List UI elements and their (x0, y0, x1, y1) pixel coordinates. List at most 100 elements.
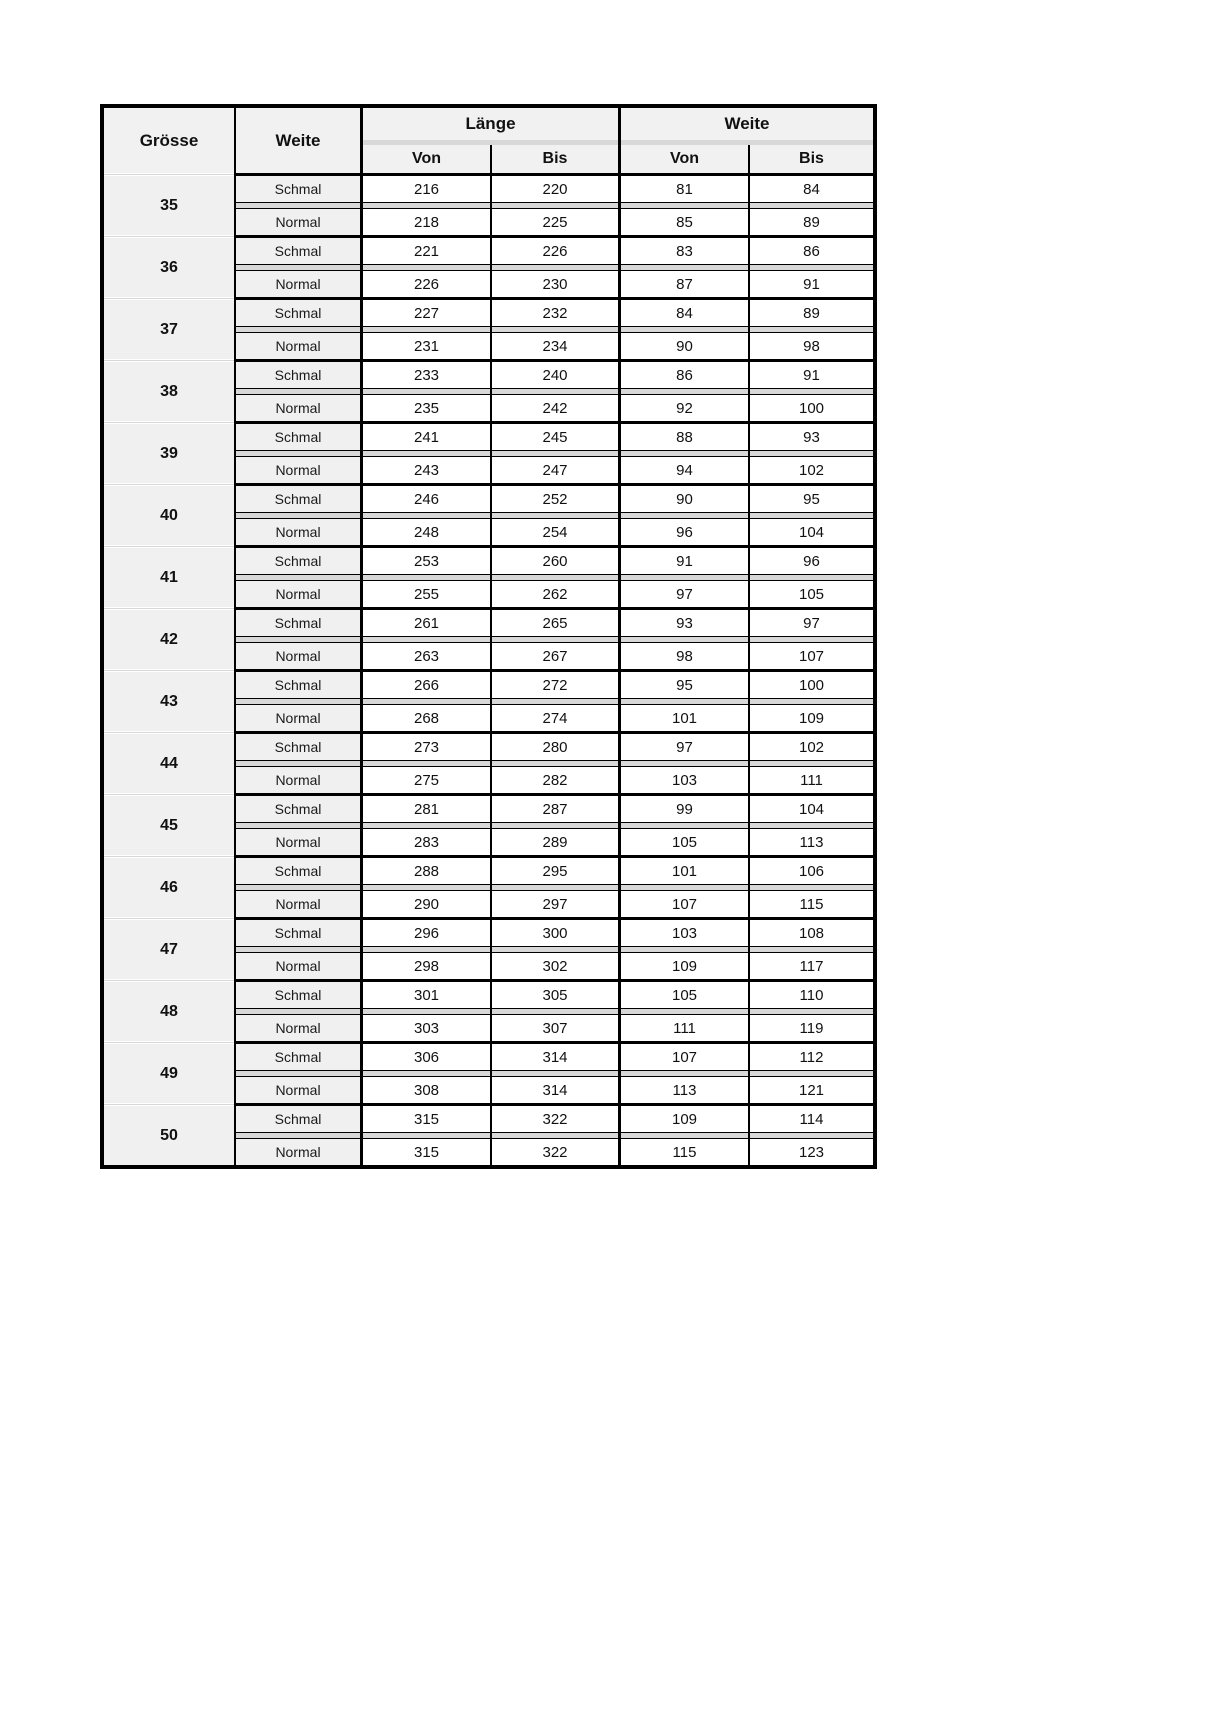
table-row-schmal: 35 Schmal 216 220 81 84 (104, 176, 873, 235)
width-type-cell: Schmal (234, 672, 360, 699)
width-type-cell: Schmal (234, 176, 360, 203)
value-cell: 109 (618, 1106, 748, 1133)
group-separator (104, 731, 873, 734)
value-cell: 307 (490, 1014, 618, 1041)
value-cell: 288 (360, 858, 490, 885)
group-separator (104, 607, 873, 610)
table-row-schmal: 47 Schmal 296 300 103 108 (104, 920, 873, 979)
width-type-cell: Normal (234, 642, 360, 669)
value-cell: 246 (360, 486, 490, 513)
width-type-cell: Schmal (234, 1044, 360, 1071)
size-cell: 40 (104, 486, 234, 545)
value-cell: 111 (618, 1014, 748, 1041)
value-cell: 103 (618, 920, 748, 947)
width-type-cell: Schmal (234, 548, 360, 575)
value-cell: 248 (360, 518, 490, 545)
table-row-normal: Normal 268 274 101 109 (104, 704, 873, 731)
value-cell: 245 (490, 424, 618, 451)
value-cell: 272 (490, 672, 618, 699)
value-cell: 103 (618, 766, 748, 793)
value-cell: 115 (618, 1138, 748, 1165)
group-separator (104, 793, 873, 796)
value-cell: 226 (360, 270, 490, 297)
group-separator (104, 297, 873, 300)
width-type-cell: Normal (234, 1014, 360, 1041)
value-cell: 289 (490, 828, 618, 855)
header-weite-group: Weite (618, 108, 873, 140)
value-cell: 86 (748, 238, 873, 265)
value-cell: 322 (490, 1138, 618, 1165)
row-separator (104, 1009, 873, 1014)
value-cell: 117 (748, 952, 873, 979)
size-cell: 38 (104, 362, 234, 421)
table-row-schmal: 41 Schmal 253 260 91 96 (104, 548, 873, 607)
value-cell: 88 (618, 424, 748, 451)
value-cell: 240 (490, 362, 618, 389)
group-separator (104, 235, 873, 238)
table-row-normal: Normal 263 267 98 107 (104, 642, 873, 669)
table-row-schmal: 44 Schmal 273 280 97 102 (104, 734, 873, 793)
width-type-cell: Normal (234, 332, 360, 359)
value-cell: 255 (360, 580, 490, 607)
group-separator (104, 979, 873, 982)
group-separator (104, 855, 873, 858)
width-type-cell: Normal (234, 828, 360, 855)
value-cell: 232 (490, 300, 618, 327)
value-cell: 247 (490, 456, 618, 483)
value-cell: 243 (360, 456, 490, 483)
width-type-cell: Schmal (234, 920, 360, 947)
value-cell: 260 (490, 548, 618, 575)
value-cell: 123 (748, 1138, 873, 1165)
size-cell: 44 (104, 734, 234, 793)
table-row-schmal: 37 Schmal 227 232 84 89 (104, 300, 873, 359)
value-cell: 113 (618, 1076, 748, 1103)
width-type-cell: Normal (234, 1076, 360, 1103)
width-type-cell: Normal (234, 270, 360, 297)
value-cell: 112 (748, 1044, 873, 1071)
value-cell: 283 (360, 828, 490, 855)
table-row-normal: Normal 283 289 105 113 (104, 828, 873, 855)
table-row-normal: Normal 290 297 107 115 (104, 890, 873, 917)
width-type-cell: Normal (234, 518, 360, 545)
size-cell: 46 (104, 858, 234, 917)
value-cell: 98 (748, 332, 873, 359)
value-cell: 93 (748, 424, 873, 451)
value-cell: 107 (618, 890, 748, 917)
value-cell: 322 (490, 1106, 618, 1133)
value-cell: 220 (490, 176, 618, 203)
value-cell: 91 (748, 362, 873, 389)
size-cell: 47 (104, 920, 234, 979)
value-cell: 93 (618, 610, 748, 637)
value-cell: 315 (360, 1106, 490, 1133)
row-separator (104, 575, 873, 580)
value-cell: 234 (490, 332, 618, 359)
width-type-cell: Schmal (234, 858, 360, 885)
width-type-cell: Schmal (234, 424, 360, 451)
value-cell: 87 (618, 270, 748, 297)
header-separator (104, 140, 873, 145)
value-cell: 91 (618, 548, 748, 575)
value-cell: 231 (360, 332, 490, 359)
value-cell: 100 (748, 672, 873, 699)
value-cell: 308 (360, 1076, 490, 1103)
table-row-normal: Normal 298 302 109 117 (104, 952, 873, 979)
header-laenge-bis: Bis (490, 145, 618, 173)
size-cell: 45 (104, 796, 234, 855)
row-separator (104, 885, 873, 890)
width-type-cell: Normal (234, 890, 360, 917)
value-cell: 105 (618, 828, 748, 855)
value-cell: 253 (360, 548, 490, 575)
value-cell: 241 (360, 424, 490, 451)
group-separator (104, 917, 873, 920)
value-cell: 261 (360, 610, 490, 637)
value-cell: 305 (490, 982, 618, 1009)
value-cell: 300 (490, 920, 618, 947)
table-row-schmal: 38 Schmal 233 240 86 91 (104, 362, 873, 421)
value-cell: 295 (490, 858, 618, 885)
value-cell: 267 (490, 642, 618, 669)
table-row-schmal: 42 Schmal 261 265 93 97 (104, 610, 873, 669)
size-cell: 50 (104, 1106, 234, 1165)
table-row-normal: Normal 315 322 115 123 (104, 1138, 873, 1165)
value-cell: 108 (748, 920, 873, 947)
value-cell: 95 (748, 486, 873, 513)
